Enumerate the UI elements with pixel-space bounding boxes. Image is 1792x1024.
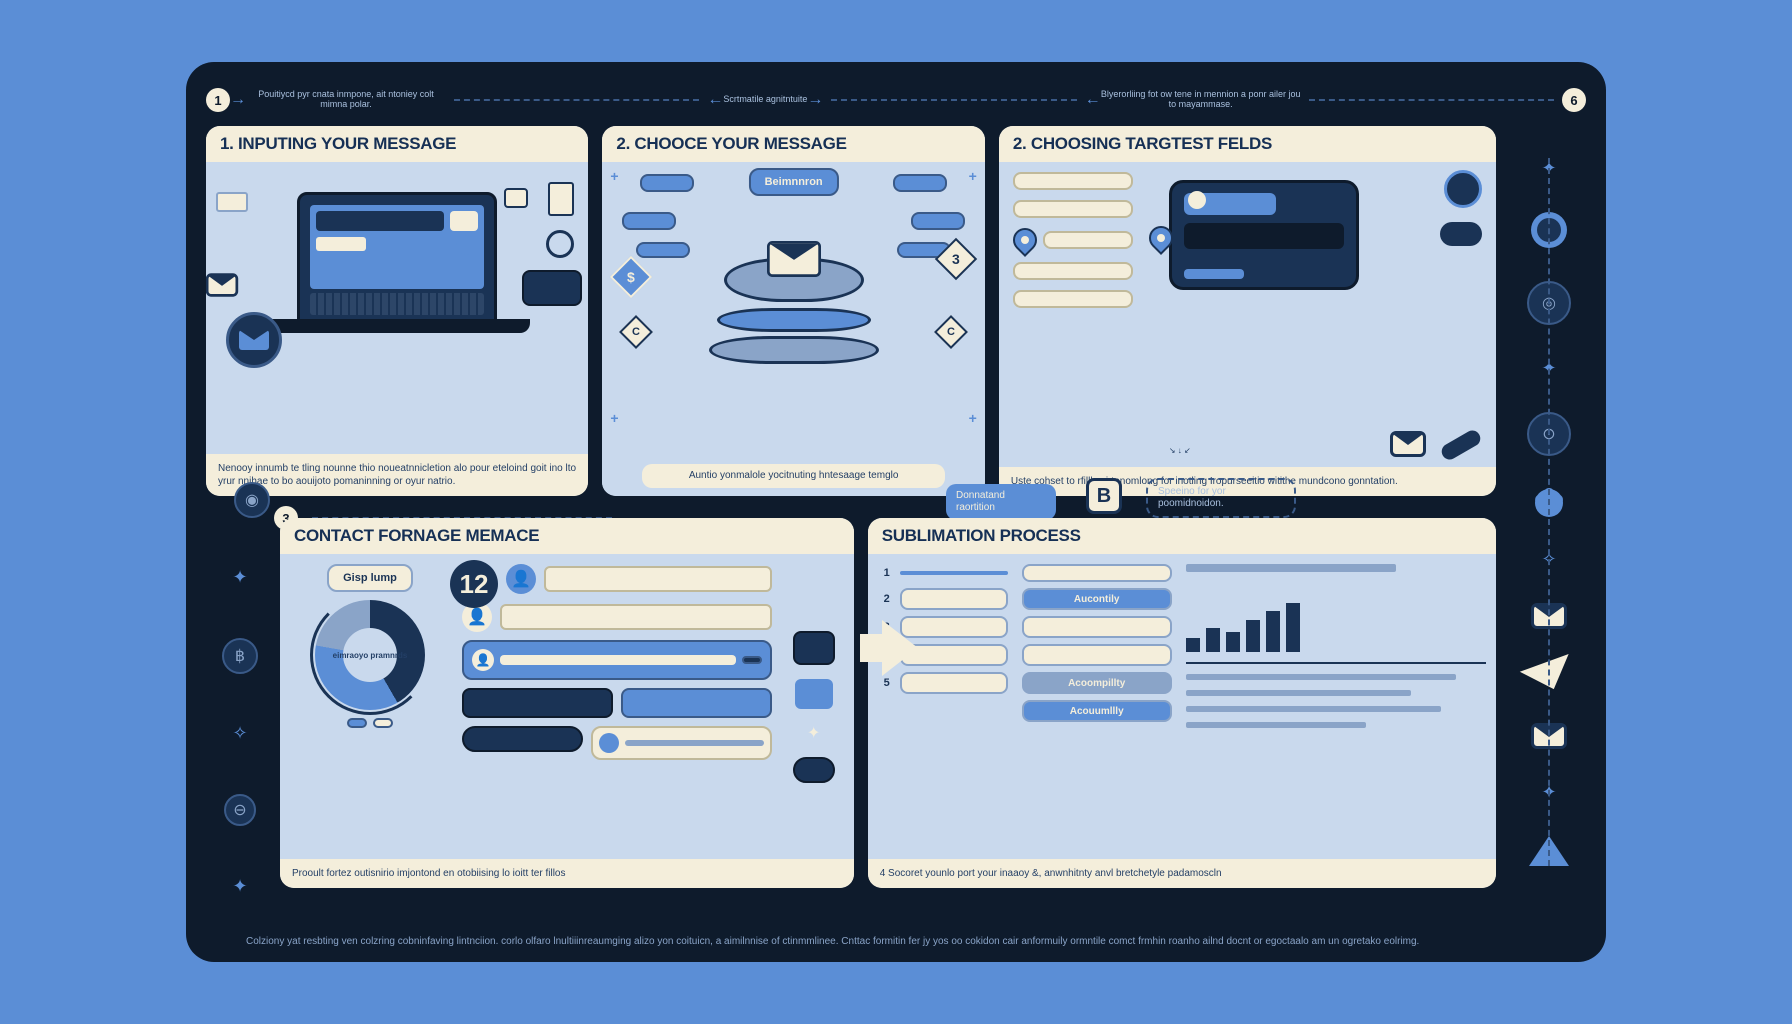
target-icon [1444,170,1482,208]
chat-bubble-icon [795,679,833,709]
top-caption-3: Blyerorliing fot ow tene in mennion a po… [1101,90,1301,110]
panel-title: 2. CHOOSING TARGTEST FELDS [999,126,1496,162]
envelope-icon [767,241,821,277]
arrow-icon: → [230,91,246,109]
chat-bubble-icon [504,188,528,208]
panel-desc: Prooult fortez outisnirio imjontond en o… [280,859,854,888]
donut-label: eimraoyo pramnrds [333,651,408,660]
sparkle-icon: ✦ [232,567,247,588]
envelope-icon [1390,431,1426,457]
footer-text: Colziony yat resbting ven colzring cobni… [246,936,1486,948]
panel-body [206,162,588,454]
dashed-connector [454,99,699,101]
chip [373,718,393,728]
laptop-screen [310,205,484,289]
action-list: Aucontily Acoompillty Acouumllly [1022,564,1172,849]
device-chip [522,270,582,306]
envelope-icon [206,273,238,296]
avatar-icon: 👤 [472,649,494,671]
left-decor-column: ✦ ฿ ✧ ⊖ ✦ [210,542,270,922]
magnifier-icon [546,230,574,258]
callout: Speeino for yor poomidnoidon. [1146,478,1296,518]
hex-badge: C [619,315,653,349]
card-icon [216,192,248,212]
round-envelope-icon [226,312,282,368]
tag: Gisp lump [327,564,413,592]
panel-title: 1. INPUTING YOUR MESSAGE [206,126,588,162]
list-number: 1 [878,564,896,582]
panel-title: SUBLIMATION PROCESS [868,518,1496,554]
row-top: 1. INPUTING YOUR MESSAGE [206,126,1496,496]
round-icon: ฿ [222,638,258,674]
top-caption-2: Scrtmatile agnitntuite [723,95,807,105]
panel-body: Gisp lump eimraoyo pramnrds [280,554,854,859]
row-bottom: CONTACT FORNAGE MEMACE Gisp lump eimraoy… [280,518,1496,888]
arrow-icon: ← [1085,91,1101,109]
panel-desc: 4 Socoret younlo port your inaaoy &, anw… [868,859,1496,888]
panel-choose-message: 2. CHOOCE YOUR MESSAGE + + + + Beimnnron… [602,126,984,496]
hex-badge: $ [610,256,652,298]
pin-icon [1008,223,1042,257]
round-icon: ◉ [234,482,270,518]
panel-contact-formage: CONTACT FORNAGE MEMACE Gisp lump eimraoy… [280,518,854,888]
list-number: 5 [878,674,896,692]
avatar-icon: 👤 [506,564,536,594]
document-icon [548,182,574,216]
arrow-icon: → [807,91,823,109]
numbered-list: 1 2 3 4 5 [878,564,1008,849]
step-badge-1: 1 [206,88,230,112]
big-arrow-icon [882,620,918,676]
bar-chart [1186,582,1486,652]
panel-sublimation-process: SUBLIMATION PROCESS 1 2 3 4 5 Aucontily … [868,518,1496,888]
step-number: 12 [450,560,498,608]
infographic-canvas: 1 → Pouitiycd pyr cnata inmpone, ait nto… [186,62,1606,962]
sparkle-icon: ✧ [232,723,247,744]
top-nav-strip: 1 → Pouitiycd pyr cnata inmpone, ait nto… [206,82,1586,118]
panel-choosing-fields: 2. CHOOSING TARGTEST FELDS [999,126,1496,496]
step-badge-6: 6 [1562,88,1586,112]
b-badge: B [1086,478,1122,514]
avatar-icon [599,733,619,753]
tag-button[interactable]: Beimnnron [749,168,839,196]
dashed-connector [831,99,1076,101]
toggle-icon [1440,222,1482,246]
top-caption-1: Pouitiycd pyr cnata inmpone, ait ntoniey… [246,90,446,110]
panel-input-message: 1. INPUTING YOUR MESSAGE [206,126,588,496]
action-button[interactable]: Acoompillty [1022,672,1172,694]
list-item [1022,616,1172,638]
sparkle-icon: ✦ [232,876,247,897]
panel-title: 2. CHOOCE YOUR MESSAGE [602,126,984,162]
tag [742,656,762,664]
panel-title: CONTACT FORNAGE MEMACE [280,518,854,554]
panel-body: + + + + Beimnnron $ 3 C C [602,162,984,496]
laptop-icon [297,192,497,322]
list-number: 2 [878,590,896,608]
keyboard-icon [310,293,484,315]
pen-icon [1439,428,1483,463]
dashed-connector [1309,99,1554,101]
card-icon [793,631,835,665]
action-button[interactable]: Aucontily [1022,588,1172,610]
avatar-icon [456,235,476,255]
chip [347,718,367,728]
list-item [1022,644,1172,666]
avatar-icon [1188,191,1206,209]
callout: Donnatand raortition [946,484,1056,520]
panel-body: ↘ ↓ ↙ [999,162,1496,467]
hex-badge: C [934,315,968,349]
pill-icon [793,757,835,783]
action-button[interactable]: Acouumllly [1022,700,1172,722]
dashed-connector [1548,158,1550,866]
panel-body: 1 2 3 4 5 Aucontily Acoompillty Acouumll… [868,554,1496,859]
arrow-icon: ← [707,91,723,109]
callout: Auntio yonmalole yocitnuting hntesaage t… [642,464,944,488]
round-icon: ⊖ [224,794,256,826]
